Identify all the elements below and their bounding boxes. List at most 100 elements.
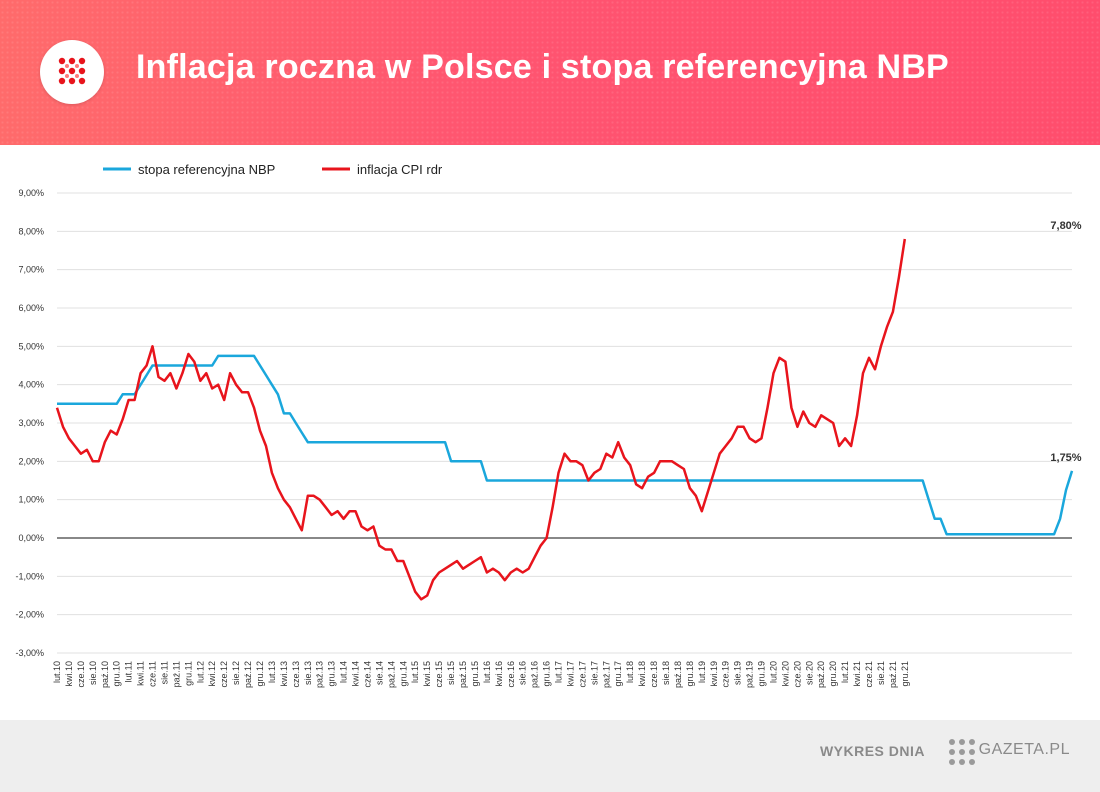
footer-brand: GAZETA.PL (978, 741, 1070, 758)
x-tick-label: lut.19 (697, 661, 707, 683)
x-tick-label: sie.15 (446, 661, 456, 685)
x-tick-label: kwi.12 (207, 661, 217, 687)
x-tick-label: paź.19 (745, 661, 755, 688)
x-tick-label: gru.10 (112, 661, 122, 687)
x-tick-label: gru.11 (183, 661, 193, 686)
x-tick-label: kwi.20 (780, 661, 790, 687)
y-tick-label: 6,00% (18, 303, 44, 313)
series-line-nbp (57, 354, 1074, 536)
x-tick-label: kwi.15 (422, 661, 432, 687)
y-axis-ticks: -3,00% -2,00% -1,00% 0,00% 1,00% 2,00% 3,00% 4,… (15, 188, 44, 658)
header-texture (0, 0, 1100, 145)
x-tick-label: sie.18 (661, 661, 671, 685)
x-tick-label: paź.16 (530, 661, 540, 688)
x-tick-label: sie.10 (88, 661, 98, 685)
x-tick-label: cze.14 (362, 661, 372, 688)
x-tick-label: lut.16 (482, 661, 492, 683)
y-tick-label: 2,00% (18, 456, 44, 466)
x-tick-label: sie.19 (733, 661, 743, 685)
x-tick-label: paź.21 (888, 661, 898, 688)
x-tick-label: cze.11 (148, 661, 158, 687)
x-tick-label: paź.17 (601, 661, 611, 688)
x-tick-label: kwi.10 (64, 661, 74, 687)
x-tick-label: paź.11 (171, 661, 181, 687)
x-tick-label: paź.12 (243, 661, 253, 688)
data-label: 1,75% (1050, 452, 1081, 464)
line-chart: -3,00% -2,00% -1,00% 0,00% 1,00% 2,00% 3,00% 4,… (15, 162, 1081, 688)
y-tick-label: 4,00% (18, 380, 44, 390)
x-tick-label: paź.10 (100, 661, 110, 688)
y-tick-label: -1,00% (15, 571, 44, 581)
x-axis-ticks: lut.10 kwi.10 cze.10 sie.10 paź.10 gru.10 lut.… (52, 661, 910, 688)
x-tick-label: sie.21 (876, 661, 886, 685)
logo-dots-icon (58, 57, 86, 85)
series-lines (55, 238, 1074, 601)
x-tick-label: sie.17 (589, 661, 599, 685)
x-tick-label: cze.17 (577, 661, 587, 688)
x-tick-label: gru.16 (542, 661, 552, 687)
x-tick-label: kwi.14 (351, 661, 361, 687)
x-tick-label: cze.15 (434, 661, 444, 688)
x-tick-label: paź.14 (386, 661, 396, 688)
chart-title: Inflacja roczna w Polsce i stopa referen… (136, 48, 949, 86)
x-tick-label: cze.21 (864, 661, 874, 688)
x-tick-label: sie.16 (518, 661, 528, 685)
x-tick-label: gru.18 (685, 661, 695, 687)
x-tick-label: sie.12 (231, 661, 241, 685)
legend-label-nbp: stopa referencyjna NBP (138, 162, 275, 177)
gazeta-logo (40, 40, 104, 104)
x-tick-label: kwi.11 (136, 661, 146, 686)
x-tick-label: kwi.13 (279, 661, 289, 687)
x-tick-label: cze.12 (219, 661, 229, 688)
x-tick-label: sie.11 (159, 661, 169, 684)
x-tick-label: gru.21 (900, 661, 910, 687)
legend: stopa referencyjna NBP inflacja CPI rdr (103, 162, 443, 177)
header-banner: Inflacja roczna w Polsce i stopa referen… (0, 0, 1100, 145)
y-tick-label: 1,00% (18, 495, 44, 505)
x-tick-label: gru.13 (327, 661, 337, 687)
x-tick-label: lut.10 (52, 661, 62, 683)
x-tick-label: gru.14 (398, 661, 408, 687)
x-tick-label: lut.21 (840, 661, 850, 683)
x-tick-label: paź.13 (315, 661, 325, 688)
x-tick-label: sie.14 (374, 661, 384, 685)
x-tick-label: lut.17 (554, 661, 564, 683)
x-tick-label: kwi.18 (637, 661, 647, 687)
x-tick-label: cze.20 (792, 661, 802, 688)
x-tick-label: cze.10 (76, 661, 86, 688)
x-tick-label: gru.15 (470, 661, 480, 687)
data-label: 7,80% (1050, 220, 1081, 232)
brand-dots-icon (949, 739, 975, 765)
y-tick-label: 8,00% (18, 226, 44, 236)
x-tick-label: kwi.21 (852, 661, 862, 687)
x-tick-label: lut.18 (625, 661, 635, 683)
x-tick-label: paź.18 (673, 661, 683, 688)
y-tick-label: 7,00% (18, 265, 44, 275)
x-tick-label: cze.16 (506, 661, 516, 688)
y-tick-label: -2,00% (15, 610, 44, 620)
legend-label-cpi: inflacja CPI rdr (357, 162, 443, 177)
x-tick-label: sie.20 (804, 661, 814, 685)
x-tick-label: lut.11 (124, 661, 134, 682)
x-tick-label: paź.15 (458, 661, 468, 688)
x-tick-label: gru.17 (613, 661, 623, 687)
x-tick-label: kwi.17 (565, 661, 575, 687)
x-tick-label: lut.12 (195, 661, 205, 683)
x-tick-label: lut.14 (339, 661, 349, 683)
x-tick-label: cze.19 (721, 661, 731, 688)
y-tick-label: 9,00% (18, 188, 44, 198)
x-tick-label: paź.20 (816, 661, 826, 688)
x-tick-label: kwi.16 (494, 661, 504, 687)
y-tick-label: 3,00% (18, 418, 44, 428)
x-tick-label: gru.12 (255, 661, 265, 687)
x-tick-label: lut.13 (267, 661, 277, 683)
x-tick-label: kwi.19 (709, 661, 719, 687)
x-tick-label: sie.13 (303, 661, 313, 685)
x-tick-label: gru.19 (757, 661, 767, 687)
x-tick-label: gru.20 (828, 661, 838, 687)
series-line-cpi (55, 238, 907, 601)
x-tick-label: cze.18 (649, 661, 659, 688)
y-tick-label: 0,00% (18, 533, 44, 543)
footer-bar: WYKRES DNIA GAZETA.PL (0, 720, 1100, 792)
x-tick-label: cze.13 (291, 661, 301, 688)
